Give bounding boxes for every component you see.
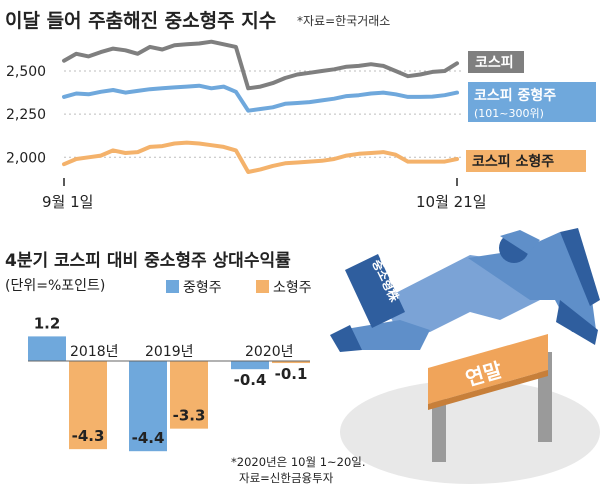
bar-value-label: 1.2 (34, 314, 61, 332)
illustration: 연말 중소형株 (330, 228, 600, 484)
legend-box-kospi (468, 51, 524, 73)
hurdle-icon (428, 334, 552, 462)
bar-small-2018년 (69, 361, 107, 450)
top-chart-source: *자료=한국거래소 (297, 14, 390, 28)
series-label-kospi: 코스피 (475, 55, 514, 71)
bar-small-2020년 (272, 361, 310, 364)
bar-value-label: -3.3 (173, 407, 206, 425)
y-tick-label: 2,000 (6, 150, 46, 166)
bottom-footnote-2: 자료=신한금융투자 (239, 471, 334, 485)
legend-box-small (466, 150, 586, 172)
businessman-icon (330, 228, 600, 352)
y-tick-label: 2,250 (6, 107, 46, 123)
line-kospi (62, 39, 459, 91)
legend-swatch-small (256, 280, 269, 293)
legend-swatch-mid (166, 280, 179, 293)
bar-mid-2020년 (231, 361, 269, 370)
top-chart-gridlines (64, 70, 464, 158)
bottom-chart-bars: 1.2 -4.3 2018년 -4.4 -3.3 2019년 -0.4 -0.1 2020년 (28, 314, 310, 452)
bar-value-label: -4.3 (72, 427, 105, 445)
line-mid (62, 83, 459, 113)
legend-label-small: 소형주 (273, 280, 312, 296)
top-chart-title: 이달 들어 주춤해진 중소형주 지수 (5, 10, 276, 32)
line-small (62, 140, 459, 174)
x-label-end: 10월 21일 (416, 193, 487, 211)
bottom-chart-title: 4분기 코스피 대비 중소형주 상대수익률 (5, 250, 291, 271)
series-label-small: 코스피 소형주 (472, 153, 554, 170)
category-label: 2020년 (245, 344, 294, 360)
series-sublabel-mid: (101~300위) (474, 107, 544, 120)
bar-value-label: -4.4 (132, 429, 165, 447)
bottom-chart-unit: (단위=%포인트) (5, 278, 105, 294)
top-chart-y-ticks: 2,000 2,250 2,500 (6, 64, 46, 166)
legend-label-mid: 중형주 (183, 280, 222, 296)
bottom-footnote-1: *2020년은 10월 1~20일. (231, 455, 366, 469)
bar-value-label: -0.1 (275, 365, 308, 383)
category-label: 2019년 (145, 344, 194, 360)
bar-mid-2018년 (28, 336, 66, 361)
category-label: 2018년 (70, 344, 119, 360)
x-label-start: 9월 1일 (42, 193, 93, 211)
floor-shadow (340, 380, 600, 484)
y-tick-label: 2,500 (6, 64, 46, 80)
bar-value-label: -0.4 (234, 371, 267, 389)
bar-small-2019년 (170, 361, 208, 429)
series-label-mid: 코스피 중형주 (474, 87, 556, 104)
bar-mid-2019년 (129, 361, 167, 452)
legend-box-mid (468, 82, 596, 122)
top-chart-lines (62, 39, 459, 174)
